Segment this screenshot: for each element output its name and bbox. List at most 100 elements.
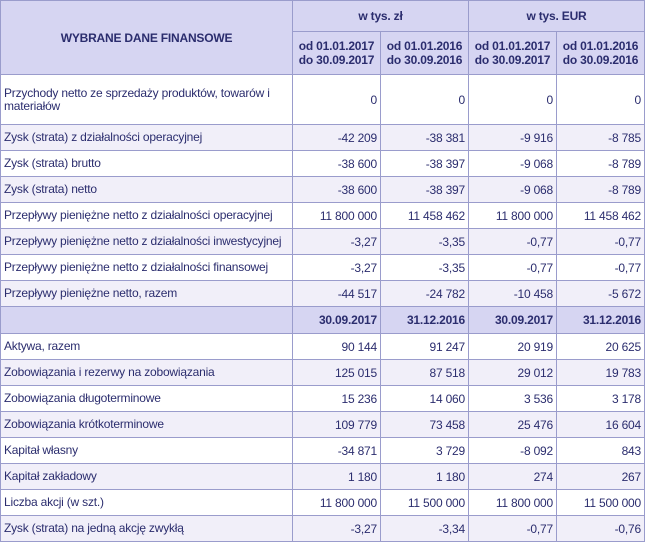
row-label: Zysk (strata) brutto [0,150,293,177]
cell-value: -34 871 [292,437,381,464]
cell-value: 20 919 [468,333,557,360]
unit-pln-header: w tys. zł [292,0,469,32]
cell-value: 0 [292,74,381,125]
table-row: Kapitał zakładowy 1 180 1 180 274 267 [0,463,645,490]
cell-value: -3,35 [380,228,469,255]
cell-value: -9 068 [468,150,557,177]
cell-value: 11 800 000 [292,202,381,229]
cell-value: 109 779 [292,411,381,438]
cell-value: 29 012 [468,359,557,386]
cell-value: 73 458 [380,411,469,438]
balance-date-header: 31.12.2016 [380,306,469,334]
table-title: WYBRANE DANE FINANSOWE [0,0,293,75]
row-label: Kapitał zakładowy [0,463,293,490]
cell-value: 11 500 000 [556,489,645,516]
row-label: Zobowiązania i rezerwy na zobowiązania [0,359,293,386]
cell-value: 267 [556,463,645,490]
row-label: Zobowiązania krótkoterminowe [0,411,293,438]
cell-value: 15 236 [292,385,381,412]
cell-value: -5 672 [556,280,645,307]
cell-value: 90 144 [292,333,381,360]
cell-value: -0,77 [468,515,557,542]
row-label: Przepływy pieniężne netto z działalności… [0,202,293,229]
cell-value: -3,27 [292,254,381,281]
table-row: Zobowiązania i rezerwy na zobowiązania 1… [0,359,645,386]
row-label: Zysk (strata) netto [0,176,293,203]
cell-value: -8 785 [556,124,645,151]
row-label: Zobowiązania długoterminowe [0,385,293,412]
cell-value: -38 397 [380,176,469,203]
row-label: Przepływy pieniężne netto, razem [0,280,293,307]
cell-value: -0,76 [556,515,645,542]
cell-value: 87 518 [380,359,469,386]
cell-value: 91 247 [380,333,469,360]
row-label: Zysk (strata) z działalności operacyjnej [0,124,293,151]
cell-value: -9 916 [468,124,557,151]
row-label: Zysk (strata) na jedną akcję zwykłą [0,515,293,542]
balance-date-header: 31.12.2016 [556,306,645,334]
balance-date-header: 30.09.2017 [468,306,557,334]
cell-value: -38 600 [292,176,381,203]
row-label: Aktywa, razem [0,333,293,360]
cell-value: -38 381 [380,124,469,151]
table-row: Zysk (strata) na jedną akcję zwykłą -3,2… [0,515,645,542]
period-header: od 01.01.2016 do 30.09.2016 [556,31,645,75]
cell-value: -38 600 [292,150,381,177]
cell-value: 11 800 000 [468,202,557,229]
table-row: Zysk (strata) brutto -38 600 -38 397 -9 … [0,150,645,177]
cell-value: 0 [556,74,645,125]
cell-value: 3 729 [380,437,469,464]
cell-value: 14 060 [380,385,469,412]
cell-value: -38 397 [380,150,469,177]
cell-value: 1 180 [380,463,469,490]
cell-value: 3 536 [468,385,557,412]
period-header: od 01.01.2017 do 30.09.2017 [468,31,557,75]
period-header: od 01.01.2017 do 30.09.2017 [292,31,381,75]
cell-value: 11 800 000 [292,489,381,516]
cell-value: 11 458 462 [556,202,645,229]
financial-table: WYBRANE DANE FINANSOWE w tys. zł w tys. … [0,0,645,542]
table-row: Przepływy pieniężne netto z działalności… [0,254,645,281]
table-row: Zobowiązania długoterminowe 15 236 14 06… [0,385,645,412]
table-row: Przepływy pieniężne netto, razem -44 517… [0,280,645,307]
cell-value: -42 209 [292,124,381,151]
cell-value: 11 500 000 [380,489,469,516]
table-row: Liczba akcji (w szt.) 11 800 000 11 500 … [0,489,645,516]
cell-value: -0,77 [556,254,645,281]
row-label: Kapitał własny [0,437,293,464]
table-row: Zysk (strata) z działalności operacyjnej… [0,124,645,151]
cell-value: -3,27 [292,228,381,255]
row-label: Przepływy pieniężne netto z działalności… [0,254,293,281]
row-label: Liczba akcji (w szt.) [0,489,293,516]
cell-value: 125 015 [292,359,381,386]
row-label: Przepływy pieniężne netto z działalności… [0,228,293,255]
cell-value: -8 789 [556,150,645,177]
cell-value: -3,34 [380,515,469,542]
cell-value: 274 [468,463,557,490]
cell-value: 25 476 [468,411,557,438]
cell-value: 0 [468,74,557,125]
cell-value: -8 789 [556,176,645,203]
cell-value: -9 068 [468,176,557,203]
table-row: Zysk (strata) netto -38 600 -38 397 -9 0… [0,176,645,203]
cell-value: 19 783 [556,359,645,386]
cell-value: -10 458 [468,280,557,307]
row-label [0,306,293,334]
cell-value: 0 [380,74,469,125]
cell-value: -8 092 [468,437,557,464]
cell-value: -0,77 [556,228,645,255]
cell-value: -3,27 [292,515,381,542]
cell-value: 11 458 462 [380,202,469,229]
cell-value: -0,77 [468,254,557,281]
row-label: Przychody netto ze sprzedaży produktów, … [0,74,293,125]
cell-value: -44 517 [292,280,381,307]
cell-value: -3,35 [380,254,469,281]
cell-value: 20 625 [556,333,645,360]
cell-value: -24 782 [380,280,469,307]
balance-date-header-row: 30.09.2017 31.12.2016 30.09.2017 31.12.2… [0,306,645,334]
financial-data-panel: WYBRANE DANE FINANSOWE w tys. zł w tys. … [0,0,645,542]
table-row: Przepływy pieniężne netto z działalności… [0,228,645,255]
cell-value: -0,77 [468,228,557,255]
cell-value: 16 604 [556,411,645,438]
period-header: od 01.01.2016 do 30.09.2016 [380,31,469,75]
